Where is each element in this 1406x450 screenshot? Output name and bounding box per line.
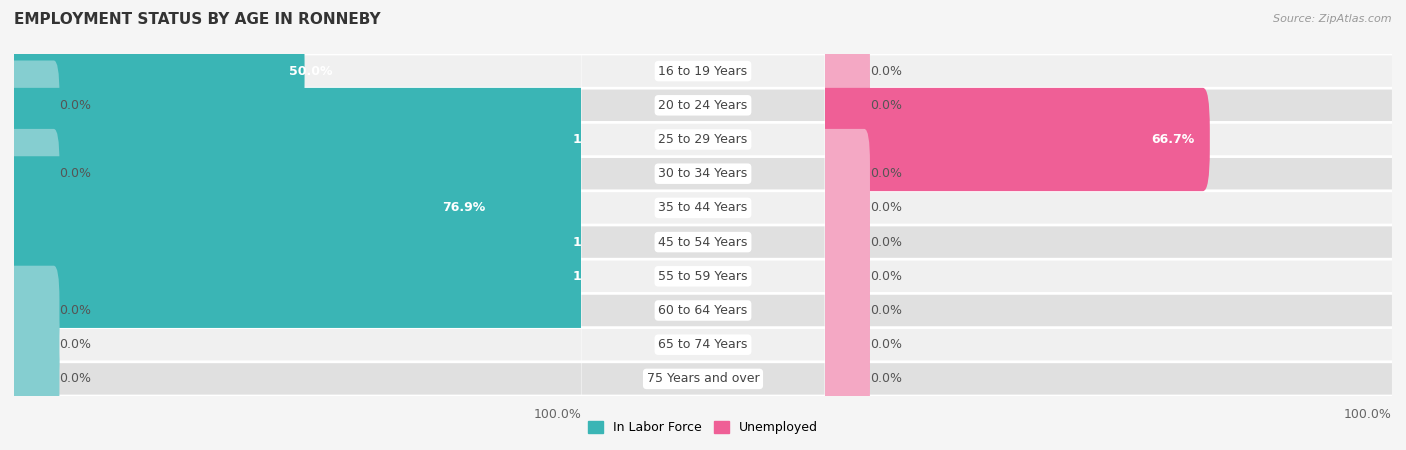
FancyBboxPatch shape [14, 261, 582, 292]
FancyBboxPatch shape [818, 26, 870, 116]
Text: 75 Years and over: 75 Years and over [647, 373, 759, 385]
Text: 0.0%: 0.0% [870, 65, 903, 77]
FancyBboxPatch shape [824, 124, 1392, 155]
FancyBboxPatch shape [582, 295, 824, 326]
FancyBboxPatch shape [824, 90, 1392, 121]
Text: 16 to 19 Years: 16 to 19 Years [658, 65, 748, 77]
Text: 66.7%: 66.7% [1152, 133, 1195, 146]
FancyBboxPatch shape [14, 363, 582, 395]
Text: 45 to 54 Years: 45 to 54 Years [658, 236, 748, 248]
Text: 20 to 24 Years: 20 to 24 Years [658, 99, 748, 112]
Text: 0.0%: 0.0% [870, 373, 903, 385]
FancyBboxPatch shape [14, 55, 582, 87]
FancyBboxPatch shape [824, 158, 1392, 189]
FancyBboxPatch shape [14, 226, 582, 258]
Text: 100.0%: 100.0% [1344, 408, 1392, 421]
FancyBboxPatch shape [8, 60, 59, 150]
Text: 50.0%: 50.0% [290, 65, 333, 77]
FancyBboxPatch shape [818, 163, 870, 253]
FancyBboxPatch shape [818, 300, 870, 390]
FancyBboxPatch shape [582, 90, 824, 121]
Text: 100.0%: 100.0% [572, 270, 626, 283]
FancyBboxPatch shape [824, 192, 1392, 224]
FancyBboxPatch shape [582, 55, 824, 87]
FancyBboxPatch shape [7, 190, 588, 294]
Text: 0.0%: 0.0% [870, 99, 903, 112]
Text: 60 to 64 Years: 60 to 64 Years [658, 304, 748, 317]
FancyBboxPatch shape [818, 266, 870, 356]
Text: 100.0%: 100.0% [572, 133, 626, 146]
FancyBboxPatch shape [824, 261, 1392, 292]
FancyBboxPatch shape [818, 197, 870, 287]
Text: 0.0%: 0.0% [870, 338, 903, 351]
FancyBboxPatch shape [7, 225, 588, 328]
Text: 0.0%: 0.0% [59, 373, 91, 385]
FancyBboxPatch shape [8, 300, 59, 390]
FancyBboxPatch shape [14, 329, 582, 360]
FancyBboxPatch shape [14, 295, 582, 326]
Text: 0.0%: 0.0% [870, 236, 903, 248]
FancyBboxPatch shape [818, 88, 1209, 191]
FancyBboxPatch shape [7, 88, 588, 191]
FancyBboxPatch shape [824, 55, 1392, 87]
Legend: In Labor Force, Unemployed: In Labor Force, Unemployed [583, 416, 823, 439]
Text: 100.0%: 100.0% [533, 408, 582, 421]
Text: 76.9%: 76.9% [441, 202, 485, 214]
FancyBboxPatch shape [8, 334, 59, 424]
Text: Source: ZipAtlas.com: Source: ZipAtlas.com [1274, 14, 1392, 23]
FancyBboxPatch shape [14, 158, 582, 189]
FancyBboxPatch shape [818, 334, 870, 424]
FancyBboxPatch shape [824, 226, 1392, 258]
Text: 55 to 59 Years: 55 to 59 Years [658, 270, 748, 283]
Text: EMPLOYMENT STATUS BY AGE IN RONNEBY: EMPLOYMENT STATUS BY AGE IN RONNEBY [14, 12, 381, 27]
FancyBboxPatch shape [14, 124, 582, 155]
FancyBboxPatch shape [582, 124, 824, 155]
Text: 0.0%: 0.0% [59, 167, 91, 180]
FancyBboxPatch shape [8, 266, 59, 356]
Text: 100.0%: 100.0% [572, 236, 626, 248]
FancyBboxPatch shape [818, 60, 870, 150]
Text: 0.0%: 0.0% [870, 304, 903, 317]
FancyBboxPatch shape [582, 226, 824, 258]
FancyBboxPatch shape [7, 19, 305, 123]
Text: 0.0%: 0.0% [870, 202, 903, 214]
Text: 65 to 74 Years: 65 to 74 Years [658, 338, 748, 351]
Text: 0.0%: 0.0% [870, 270, 903, 283]
FancyBboxPatch shape [582, 192, 824, 224]
FancyBboxPatch shape [818, 129, 870, 219]
Text: 30 to 34 Years: 30 to 34 Years [658, 167, 748, 180]
FancyBboxPatch shape [8, 129, 59, 219]
FancyBboxPatch shape [824, 329, 1392, 360]
Text: 25 to 29 Years: 25 to 29 Years [658, 133, 748, 146]
Text: 35 to 44 Years: 35 to 44 Years [658, 202, 748, 214]
FancyBboxPatch shape [818, 231, 870, 321]
Text: 0.0%: 0.0% [59, 338, 91, 351]
Text: 0.0%: 0.0% [870, 167, 903, 180]
Text: 0.0%: 0.0% [59, 99, 91, 112]
FancyBboxPatch shape [582, 363, 824, 395]
FancyBboxPatch shape [824, 363, 1392, 395]
FancyBboxPatch shape [14, 192, 582, 224]
Text: 0.0%: 0.0% [59, 304, 91, 317]
FancyBboxPatch shape [824, 295, 1392, 326]
FancyBboxPatch shape [582, 261, 824, 292]
FancyBboxPatch shape [582, 158, 824, 189]
FancyBboxPatch shape [582, 329, 824, 360]
FancyBboxPatch shape [14, 90, 582, 121]
FancyBboxPatch shape [7, 156, 457, 260]
